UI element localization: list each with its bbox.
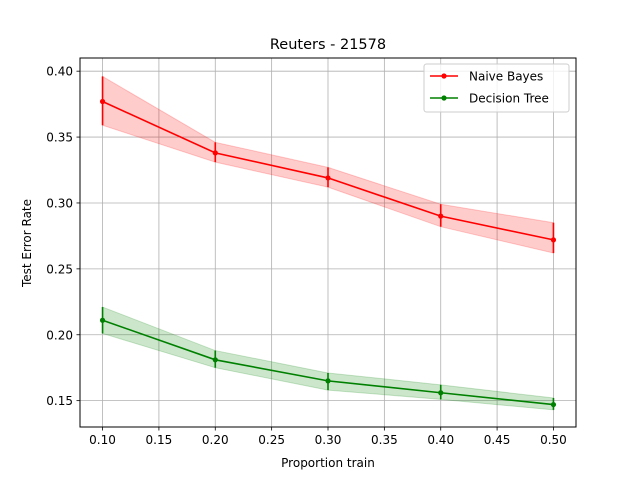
legend-label-decision-tree: Decision Tree [469,92,549,106]
naive-bayes-point [212,150,218,156]
x-tick-label: 0.35 [371,433,398,447]
x-axis-ticks: 0.10 0.15 0.20 0.25 0.30 0.35 0.40 0.45 0.50 [89,427,567,447]
decision-tree-point [438,390,444,396]
decision-tree-point [212,357,218,363]
naive-bayes-point [99,98,106,105]
y-tick-label: 0.35 [46,131,73,145]
x-tick-label: 0.45 [484,433,511,447]
x-axis-label: Proportion train [281,456,375,470]
y-tick-label: 0.30 [46,196,73,210]
x-tick-label: 0.30 [315,433,342,447]
series-lines [99,76,557,410]
legend-box [423,63,570,113]
chart-title: Reuters - 21578 [270,37,386,53]
naive-bayes-point [438,213,444,219]
naive-bayes-point [550,237,557,243]
decision-tree-point [99,317,106,323]
y-tick-label: 0.25 [46,262,73,276]
y-tick-label: 0.15 [46,394,73,408]
x-tick-label: 0.50 [540,433,567,447]
x-tick-label: 0.15 [146,433,173,447]
y-axis-ticks: 0.15 0.20 0.25 0.30 0.35 0.40 [46,65,80,408]
y-tick-label: 0.40 [46,65,73,79]
decision-tree-point [325,378,331,384]
y-axis-label: Test Error Rate [20,199,34,288]
legend-marker-naive-bayes [441,73,447,79]
naive-bayes-point [325,175,331,181]
legend-marker-decision-tree [441,95,447,101]
x-tick-label: 0.25 [258,433,285,447]
x-tick-label: 0.40 [427,433,454,447]
decision-tree-point [550,401,557,408]
x-tick-label: 0.10 [89,433,116,447]
grid-lines [80,58,576,427]
x-tick-label: 0.20 [202,433,229,447]
legend: Naive Bayes Decision Tree [423,63,570,113]
legend-label-naive-bayes: Naive Bayes [469,70,543,84]
y-tick-label: 0.20 [46,328,73,342]
